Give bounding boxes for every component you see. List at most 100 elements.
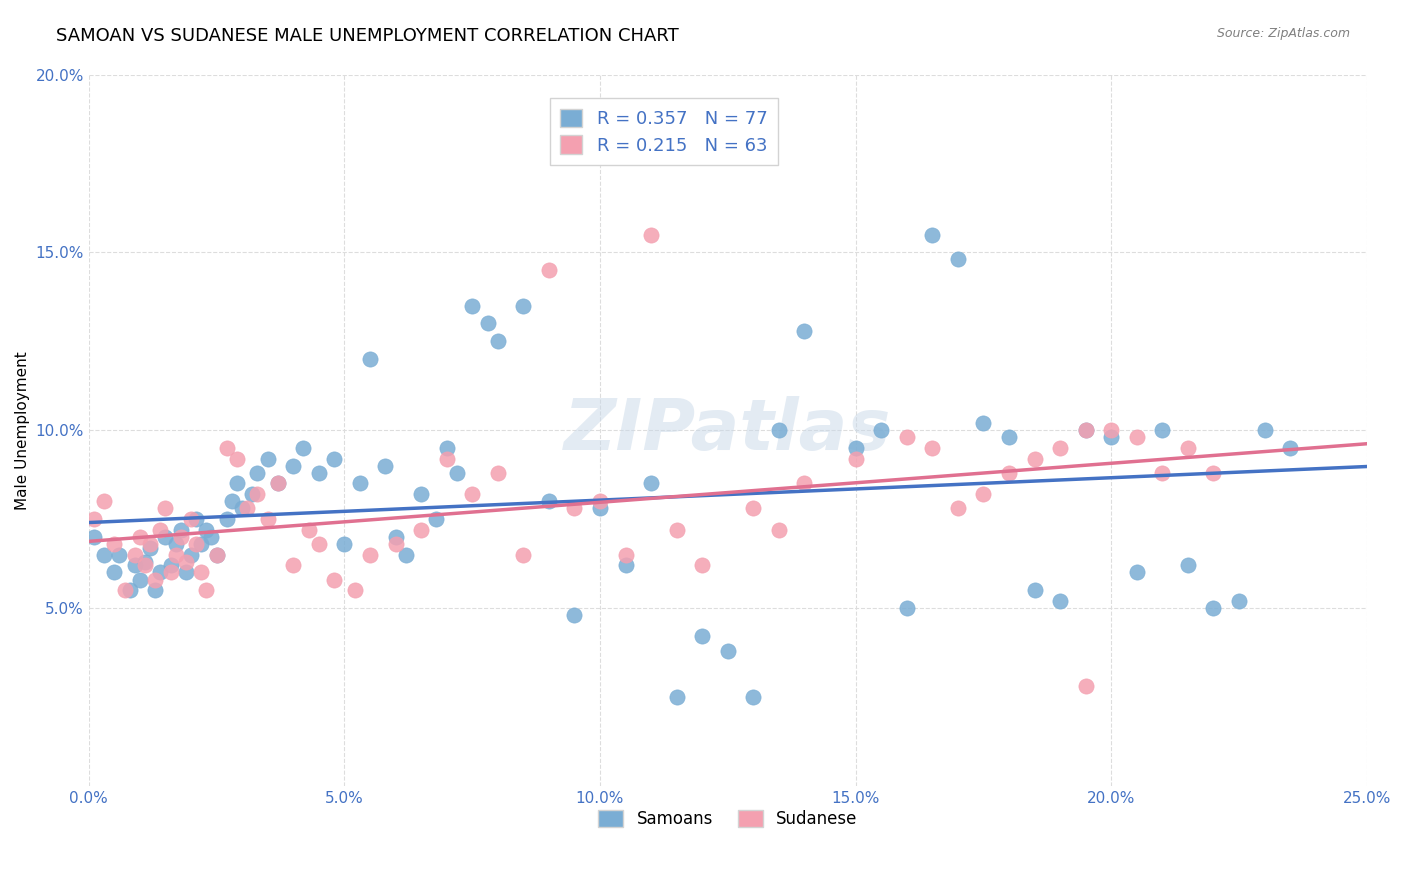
Point — [1177, 558, 1199, 573]
Point — [180, 548, 202, 562]
Legend: Samoans, Sudanese: Samoans, Sudanese — [592, 803, 865, 834]
Point — [155, 501, 177, 516]
Point — [374, 458, 396, 473]
Point — [215, 441, 238, 455]
Point — [170, 530, 193, 544]
Point — [297, 523, 319, 537]
Point — [564, 501, 586, 516]
Point — [231, 501, 253, 516]
Point — [768, 423, 790, 437]
Point — [1049, 594, 1071, 608]
Point — [1202, 466, 1225, 480]
Point — [614, 558, 637, 573]
Point — [174, 566, 197, 580]
Point — [537, 263, 560, 277]
Point — [124, 548, 146, 562]
Point — [139, 537, 162, 551]
Point — [205, 548, 228, 562]
Point — [129, 573, 152, 587]
Point — [665, 523, 688, 537]
Point — [256, 512, 278, 526]
Point — [998, 430, 1021, 444]
Point — [717, 643, 740, 657]
Point — [1253, 423, 1275, 437]
Point — [186, 537, 208, 551]
Point — [134, 558, 156, 573]
Point — [564, 608, 586, 623]
Point — [165, 548, 187, 562]
Point — [742, 501, 765, 516]
Point — [1024, 583, 1046, 598]
Point — [190, 566, 212, 580]
Point — [174, 555, 197, 569]
Point — [1152, 423, 1174, 437]
Point — [108, 548, 131, 562]
Text: ZIPatlas: ZIPatlas — [564, 396, 891, 465]
Point — [896, 430, 918, 444]
Point — [921, 227, 943, 242]
Point — [972, 487, 994, 501]
Point — [200, 530, 222, 544]
Point — [267, 476, 290, 491]
Point — [1126, 430, 1149, 444]
Point — [742, 690, 765, 704]
Point — [1126, 566, 1149, 580]
Point — [323, 451, 346, 466]
Point — [292, 441, 315, 455]
Point — [221, 494, 243, 508]
Point — [143, 573, 166, 587]
Point — [537, 494, 560, 508]
Point — [793, 324, 815, 338]
Point — [143, 583, 166, 598]
Point — [690, 629, 713, 643]
Point — [384, 537, 406, 551]
Point — [614, 548, 637, 562]
Point — [461, 299, 484, 313]
Point — [139, 541, 162, 555]
Point — [359, 351, 381, 366]
Point — [690, 558, 713, 573]
Point — [226, 476, 249, 491]
Point — [124, 558, 146, 573]
Point — [589, 494, 612, 508]
Point — [149, 523, 172, 537]
Point — [359, 548, 381, 562]
Point — [921, 441, 943, 455]
Point — [461, 487, 484, 501]
Point — [114, 583, 136, 598]
Point — [409, 523, 432, 537]
Y-axis label: Male Unemployment: Male Unemployment — [15, 351, 30, 509]
Point — [170, 523, 193, 537]
Point — [83, 512, 105, 526]
Point — [589, 501, 612, 516]
Point — [1074, 423, 1097, 437]
Point — [226, 451, 249, 466]
Point — [436, 441, 458, 455]
Point — [103, 537, 125, 551]
Point — [1202, 601, 1225, 615]
Point — [436, 451, 458, 466]
Point — [512, 548, 534, 562]
Point — [1074, 423, 1097, 437]
Point — [155, 530, 177, 544]
Point — [343, 583, 366, 598]
Point — [93, 494, 115, 508]
Point — [1024, 451, 1046, 466]
Point — [640, 227, 662, 242]
Point — [103, 566, 125, 580]
Point — [323, 573, 346, 587]
Point — [1074, 679, 1097, 693]
Point — [845, 441, 868, 455]
Point — [512, 299, 534, 313]
Point — [159, 558, 181, 573]
Point — [118, 583, 141, 598]
Point — [246, 487, 269, 501]
Text: Source: ZipAtlas.com: Source: ZipAtlas.com — [1216, 27, 1350, 40]
Point — [308, 537, 330, 551]
Point — [129, 530, 152, 544]
Point — [446, 466, 468, 480]
Point — [998, 466, 1021, 480]
Point — [870, 423, 893, 437]
Point — [165, 537, 187, 551]
Point — [242, 487, 264, 501]
